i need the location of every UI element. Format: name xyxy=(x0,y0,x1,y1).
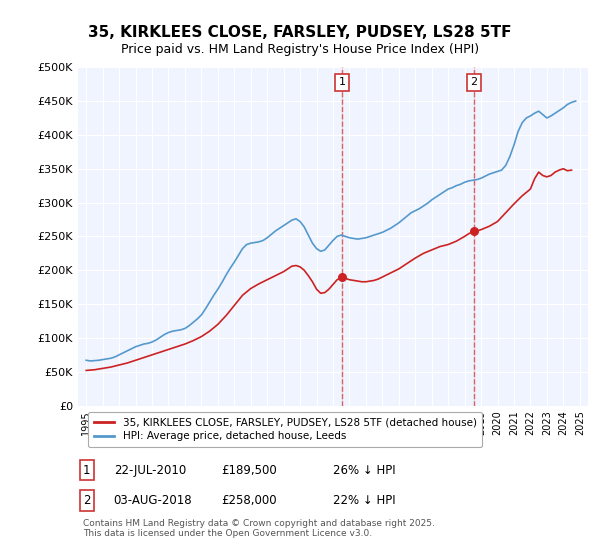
Bar xyxy=(342,67,343,405)
Text: £189,500: £189,500 xyxy=(221,464,277,477)
Text: 1: 1 xyxy=(338,77,346,87)
Point xyxy=(469,226,479,235)
Text: Contains HM Land Registry data © Crown copyright and database right 2025.
This d: Contains HM Land Registry data © Crown c… xyxy=(83,519,435,538)
Text: 03-AUG-2018: 03-AUG-2018 xyxy=(114,494,193,507)
Text: 22-JUL-2010: 22-JUL-2010 xyxy=(114,464,186,477)
Text: 2: 2 xyxy=(470,77,478,87)
Legend: 35, KIRKLEES CLOSE, FARSLEY, PUDSEY, LS28 5TF (detached house), HPI: Average pri: 35, KIRKLEES CLOSE, FARSLEY, PUDSEY, LS2… xyxy=(88,412,482,446)
Text: £258,000: £258,000 xyxy=(221,494,277,507)
Text: 1: 1 xyxy=(83,464,91,477)
Text: 35, KIRKLEES CLOSE, FARSLEY, PUDSEY, LS28 5TF: 35, KIRKLEES CLOSE, FARSLEY, PUDSEY, LS2… xyxy=(88,25,512,40)
Point xyxy=(337,273,347,282)
Bar xyxy=(474,67,475,405)
Text: 22% ↓ HPI: 22% ↓ HPI xyxy=(333,494,395,507)
Text: Price paid vs. HM Land Registry's House Price Index (HPI): Price paid vs. HM Land Registry's House … xyxy=(121,43,479,55)
Text: 2: 2 xyxy=(83,494,91,507)
Text: 26% ↓ HPI: 26% ↓ HPI xyxy=(333,464,395,477)
